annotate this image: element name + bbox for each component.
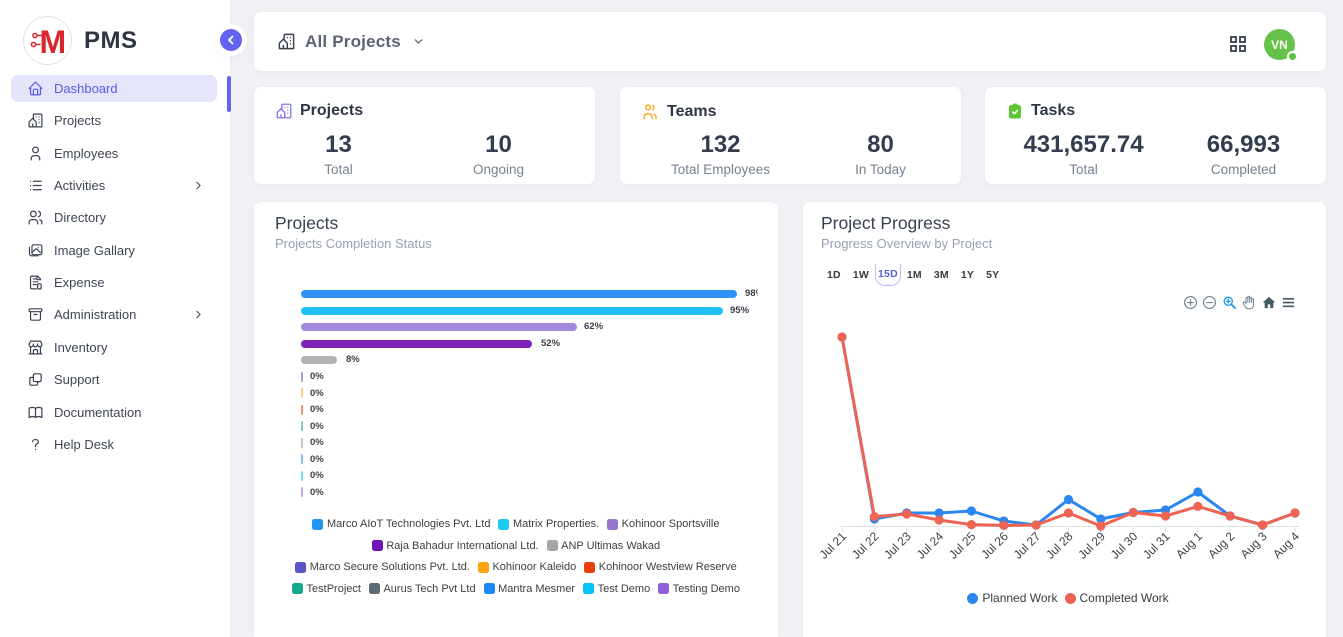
svg-text:Jul 26: Jul 26 xyxy=(978,529,1011,562)
svg-text:Jul 31: Jul 31 xyxy=(1140,529,1173,562)
svg-text:Jul 25: Jul 25 xyxy=(946,529,979,562)
svg-text:Jul 27: Jul 27 xyxy=(1011,529,1044,562)
svg-text:Aug 2: Aug 2 xyxy=(1205,529,1237,561)
svg-text:Aug 3: Aug 3 xyxy=(1238,529,1270,561)
svg-text:Jul 29: Jul 29 xyxy=(1075,529,1108,562)
svg-text:Aug 1: Aug 1 xyxy=(1173,529,1205,561)
svg-text:Jul 30: Jul 30 xyxy=(1108,529,1141,562)
svg-text:Jul 22: Jul 22 xyxy=(849,529,882,562)
svg-text:Jul 23: Jul 23 xyxy=(881,529,914,562)
svg-text:M: M xyxy=(39,24,66,60)
svg-text:Jul 21: Jul 21 xyxy=(817,529,850,562)
svg-text:Jul 28: Jul 28 xyxy=(1043,529,1076,562)
svg-text:Aug 4: Aug 4 xyxy=(1270,529,1302,561)
svg-text:Jul 24: Jul 24 xyxy=(914,529,947,562)
